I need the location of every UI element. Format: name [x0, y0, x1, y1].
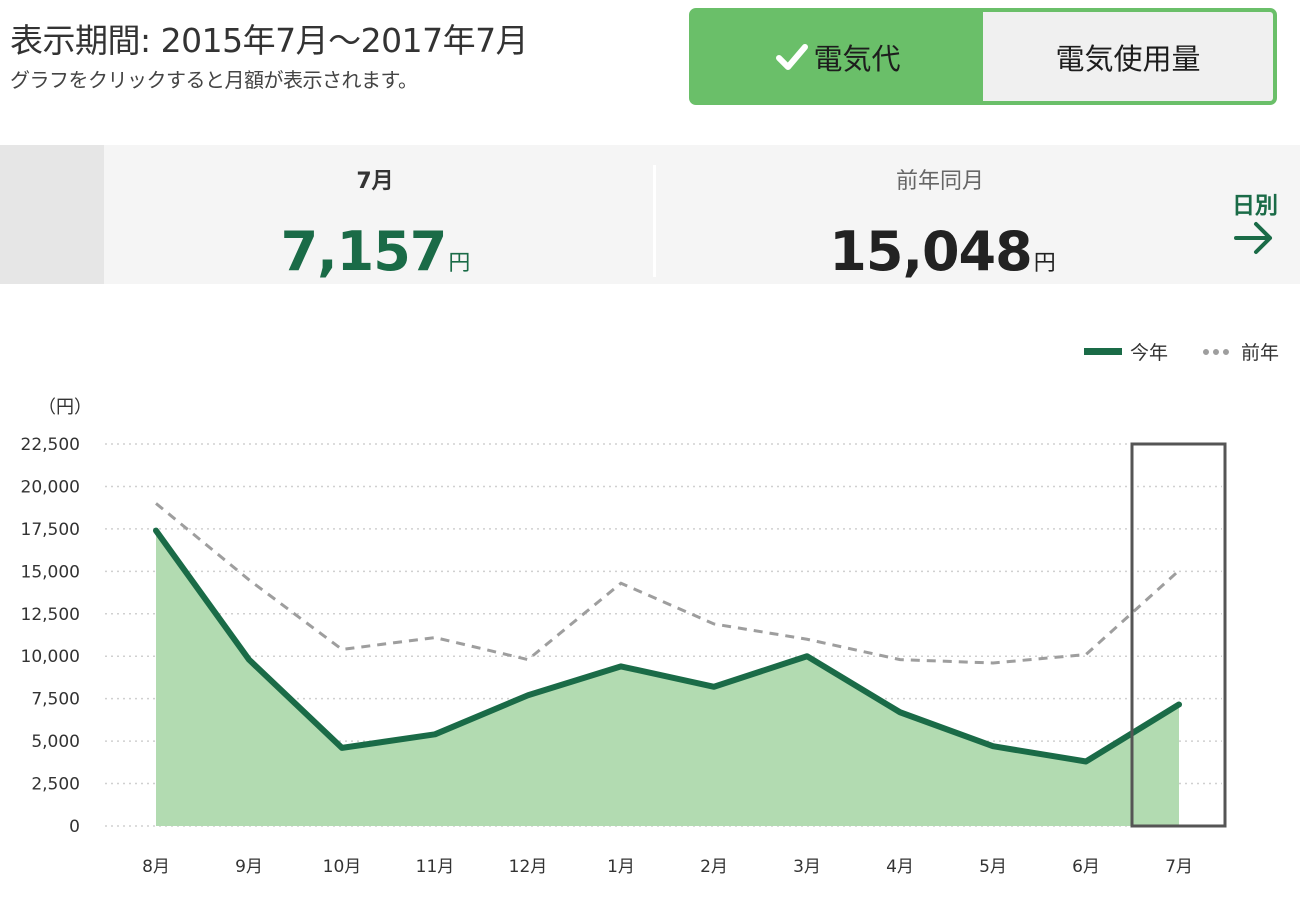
x-tick-label: 4月	[886, 857, 914, 877]
prev-amount: 15,048	[829, 220, 1032, 283]
arrow-right-icon	[1234, 222, 1272, 254]
month-column-10[interactable]	[947, 444, 1039, 826]
summary-panel: 7月 7,157円 前年同月 15,048円	[0, 145, 1300, 284]
month-column-9[interactable]	[854, 444, 946, 826]
current-month-label: 7月	[356, 169, 394, 194]
month-column-2[interactable]	[203, 444, 295, 826]
month-column-1[interactable]	[110, 444, 202, 826]
month-column-6[interactable]	[575, 444, 667, 826]
monthly-cost-chart[interactable]: 0 2,500 5,000 7,500 10,000 12,500 15,000 17,500…	[0, 380, 1300, 905]
this-year-line	[153, 527, 1182, 765]
y-tick-label: 20,000	[21, 477, 80, 497]
y-tick-label: 12,500	[21, 605, 80, 625]
selected-month-box	[1130, 442, 1227, 828]
y-tick-label: 0	[69, 817, 80, 837]
month-column-8[interactable]	[761, 444, 853, 826]
y-tick-label: 5,000	[31, 732, 80, 752]
month-column-5[interactable]	[482, 444, 574, 826]
last-year-line	[155, 502, 1181, 665]
current-month-value: 7,157円	[225, 220, 525, 283]
y-tick-label: 7,500	[31, 690, 80, 710]
month-column-12[interactable]	[1133, 444, 1225, 826]
legend-last-year: 前年	[1203, 338, 1279, 365]
summary-divider	[653, 165, 656, 277]
y-tick-label: 22,500	[21, 435, 80, 455]
x-tick-label: 2月	[700, 857, 728, 877]
prev-year-value: 15,048円	[792, 220, 1092, 283]
month-column-11[interactable]	[1040, 444, 1132, 826]
legend-solid-swatch	[1084, 348, 1122, 355]
current-unit: 円	[448, 251, 470, 276]
legend-last-year-label: 前年	[1241, 342, 1280, 364]
x-tick-label: 5月	[979, 857, 1007, 877]
cost-toggle-button[interactable]: 電気代	[693, 12, 983, 101]
prev-year-label: 前年同月	[895, 169, 984, 194]
period-title: 表示期間: 2015年7月～2017年7月	[10, 21, 529, 60]
x-tick-label: 8月	[142, 857, 170, 877]
prev-unit: 円	[1033, 251, 1056, 276]
month-column-7[interactable]	[668, 444, 760, 826]
y-tick-label: 15,000	[21, 562, 80, 582]
y-axis-unit: （円）	[38, 397, 92, 418]
legend-this-year: 今年	[1084, 338, 1168, 365]
month-column-4[interactable]	[389, 444, 481, 826]
daily-view-label: 日別	[1232, 193, 1278, 219]
prev-month-button[interactable]	[0, 145, 104, 284]
x-tick-label: 10月	[323, 857, 362, 877]
cost-toggle-label: 電気代	[813, 41, 901, 76]
x-tick-label: 11月	[416, 857, 455, 877]
check-icon	[776, 43, 809, 70]
y-tick-label: 17,500	[21, 520, 80, 540]
legend-this-year-label: 今年	[1130, 342, 1169, 364]
x-tick-label: 6月	[1072, 857, 1100, 877]
month-column-3[interactable]	[296, 444, 388, 826]
x-tick-label: 3月	[793, 857, 821, 877]
daily-view-link[interactable]: 日別	[1232, 186, 1296, 256]
y-tick-label: 10,000	[21, 647, 80, 667]
chart-hint: グラフをクリックすると月額が表示されます。	[10, 68, 418, 92]
metric-toggle: 電気代 電気使用量	[689, 8, 1277, 105]
legend-dotted-swatch	[1203, 348, 1229, 355]
y-tick-label: 2,500	[31, 775, 80, 795]
x-tick-label: 12月	[509, 857, 548, 877]
x-tick-label: 1月	[607, 857, 635, 877]
usage-toggle-label: 電気使用量	[1055, 41, 1201, 76]
current-amount: 7,157	[280, 220, 448, 283]
usage-toggle-button[interactable]: 電気使用量	[983, 12, 1273, 101]
x-tick-label: 9月	[235, 857, 263, 877]
x-tick-label: 7月	[1165, 857, 1193, 877]
